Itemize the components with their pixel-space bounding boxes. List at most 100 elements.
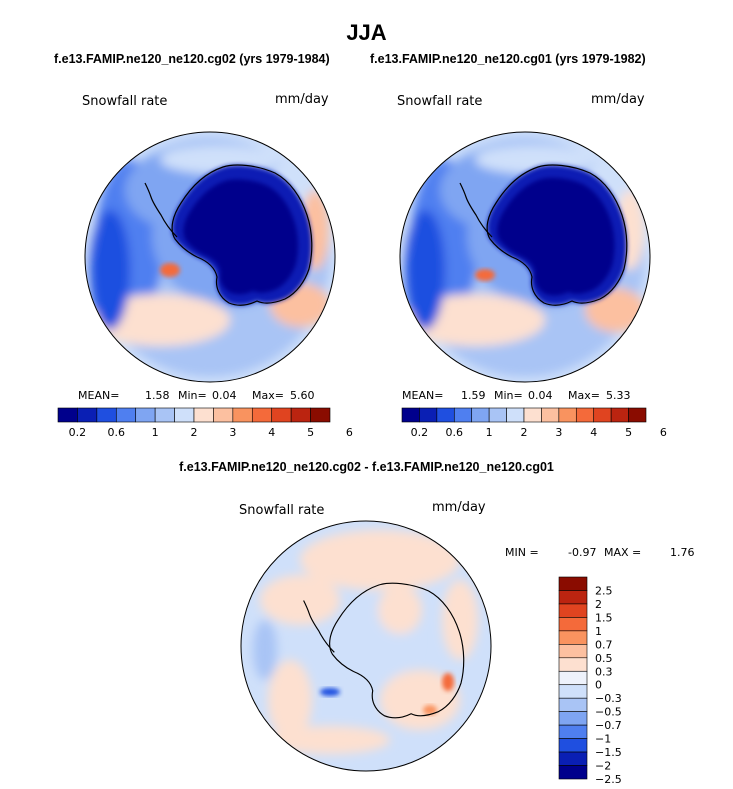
diff-colorbar-tick: 0.3 [595,665,613,678]
right-colorbar-box [575,407,595,423]
diff-colorbar-tick: −0.3 [595,692,622,705]
diff-units-label: mm/day [432,500,486,515]
right-max-value: 5.33 [606,389,631,402]
diff-colorbar-tick: 2.5 [595,584,613,597]
right-max-label: Max= [568,389,600,402]
diff-min-value: -0.97 [568,546,596,559]
left-colorbar-box [174,407,195,423]
diff-colorbar-tick: −2 [595,760,611,773]
diff-variable-label: Snowfall rate [239,503,325,518]
diff-min-label: MIN = [505,546,539,559]
diff-colorbar-tick: −2.5 [595,773,622,786]
left-colorbar-tick: 2 [191,426,198,439]
diff-colorbar-tick: 1.5 [595,611,613,624]
left-colorbar-box [57,407,78,423]
left-colorbar-box [290,407,311,423]
diff-colorbar-box [558,697,588,712]
diff-colorbar-box [558,603,588,618]
left-variable-label: Snowfall rate [82,94,168,109]
left-min-label: Min= [178,389,207,402]
right-colorbar-tick: 1 [486,426,493,439]
diff-colorbar-tick: 2 [595,598,602,611]
right-min-label: Min= [494,389,523,402]
left-colorbar-box [251,407,273,423]
right-colorbar-box [593,407,612,423]
right-variable-label: Snowfall rate [397,94,483,109]
right-mean-value: 1.59 [461,389,486,402]
right-units-label: mm/day [591,92,645,107]
left-colorbar-box [77,407,98,423]
right-colorbar-box [401,407,420,423]
left-map [84,131,336,383]
right-colorbar-box [628,407,647,423]
left-colorbar-tick: 0.6 [108,426,126,439]
diff-colorbar-box [558,590,588,605]
diff-colorbar-tick: −1 [595,733,611,746]
left-colorbar-tick: 0.2 [69,426,87,439]
diff-colorbar-box [558,617,588,632]
right-colorbar-tick: 4 [590,426,597,439]
diff-colorbar-tick: 0.5 [595,652,613,665]
left-units-label: mm/day [275,92,329,107]
diff-colorbar-box [558,630,588,645]
right-panel-title: f.e13.FAMIP.ne120_ne120.cg01 (yrs 1979-1… [370,52,646,66]
left-min-value: 0.04 [212,389,237,402]
left-colorbar-box [310,407,331,423]
right-colorbar-tick: 0.2 [411,426,429,439]
left-colorbar-box [213,407,234,423]
right-min-value: 0.04 [528,389,553,402]
left-max-value: 5.60 [290,389,315,402]
difference-colorbar: 2.521.510.70.50.30−0.3−0.5−0.7−1−1.5−2−2… [558,576,622,786]
left-mean-value: 1.58 [145,389,170,402]
right-colorbar-tick: 0.6 [446,426,464,439]
right-colorbar-box [436,407,455,423]
right-colorbar: 0.2 0.6 1 2 3 4 5 6 [401,407,667,439]
right-colorbar-box [558,407,577,423]
diff-max-value: 1.76 [670,546,695,559]
left-colorbar-box [115,407,137,423]
diff-colorbar-box [558,644,588,659]
left-max-label: Max= [252,389,284,402]
diff-max-label: MAX = [604,546,641,559]
diff-colorbar-box [558,684,588,699]
right-colorbar-tick: 3 [555,426,562,439]
right-colorbar-box [523,407,542,423]
right-colorbar-box [488,407,507,423]
left-colorbar: 0.2 0.6 1 2 3 4 5 6 [57,407,353,439]
difference-panel-title: f.e13.FAMIP.ne120_ne120.cg02 - f.e13.FAM… [179,460,554,474]
right-colorbar-tick: 6 [660,426,667,439]
diff-colorbar-box [558,657,588,672]
left-colorbar-box [154,407,175,423]
left-colorbar-box [96,407,117,423]
right-colorbar-tick: 2 [521,426,528,439]
left-colorbar-tick: 1 [152,426,159,439]
right-colorbar-box [419,407,438,423]
left-colorbar-box [232,407,253,423]
diff-colorbar-tick: −0.7 [595,719,622,732]
left-colorbar-box [135,407,156,423]
diff-colorbar-box [558,670,588,686]
diff-colorbar-box [558,751,588,766]
left-colorbar-tick: 4 [268,426,275,439]
diff-colorbar-box [558,738,588,753]
right-colorbar-box [471,407,490,423]
figure-title: JJA [346,20,387,45]
diff-colorbar-tick: 0 [595,679,602,692]
left-colorbar-box [193,407,214,423]
diff-colorbar-box [558,576,588,591]
left-colorbar-box [271,407,292,423]
right-colorbar-box [541,407,560,423]
difference-map [240,520,492,772]
right-map [399,131,651,383]
diff-colorbar-tick: 0.7 [595,638,613,651]
right-colorbar-box [453,407,473,423]
right-mean-label: MEAN= [402,389,443,402]
left-colorbar-tick: 5 [307,426,314,439]
diff-colorbar-tick: −0.5 [595,706,622,719]
diff-colorbar-tick: 1 [595,625,602,638]
right-colorbar-box [610,407,629,423]
diff-colorbar-box [558,765,588,780]
left-mean-label: MEAN= [78,389,119,402]
right-colorbar-tick: 5 [625,426,632,439]
